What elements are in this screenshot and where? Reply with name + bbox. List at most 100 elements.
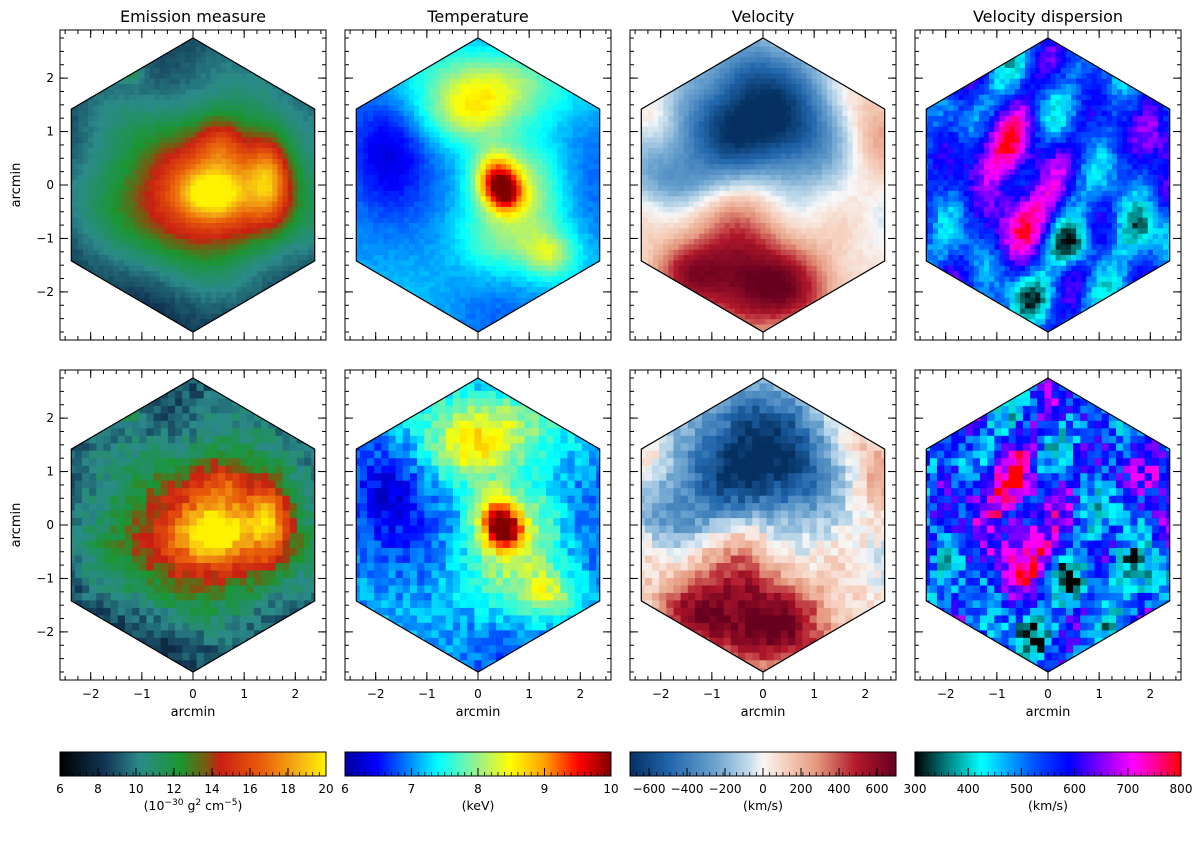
heatmap-cell: [236, 67, 243, 74]
heatmap-cell: [226, 38, 232, 42]
heatmap-cell: [292, 318, 299, 325]
heatmap-cell: [98, 302, 105, 309]
heatmap-cell: [139, 510, 148, 519]
heatmap-cell: [167, 510, 176, 519]
heatmap-cell: [225, 532, 233, 541]
heatmap-cell: [203, 637, 212, 646]
heatmap-cell: [262, 318, 268, 325]
heatmap-cell: [356, 72, 359, 79]
heatmap-cell: [89, 599, 97, 608]
heatmap-cell: [253, 584, 262, 593]
heatmap-cell: [182, 495, 191, 504]
heatmap-cell: [251, 115, 258, 122]
heatmap-cell: [313, 185, 315, 191]
heatmap-cell: [236, 179, 243, 186]
heatmap-cell: [268, 480, 276, 489]
heatmap-cell: [282, 539, 291, 549]
heatmap-cell: [77, 238, 84, 245]
heatmap-cell: [96, 435, 105, 444]
heatmap-cell: [134, 233, 140, 240]
heatmap-cell: [149, 83, 156, 90]
heatmap-cell: [93, 233, 99, 240]
heatmap-cell: [393, 243, 400, 250]
heatmap-cell: [77, 185, 84, 191]
heatmap-cell: [236, 147, 243, 154]
heatmap-cell: [226, 190, 232, 197]
heatmap-cell: [103, 94, 110, 101]
heatmap-cell: [123, 201, 130, 207]
heatmap-cell: [89, 397, 97, 406]
heatmap-cell: [356, 318, 359, 325]
heatmap-cell: [71, 168, 74, 175]
heatmap-cell: [83, 291, 89, 298]
heatmap-cell: [83, 227, 89, 234]
heatmap-cell: [118, 179, 125, 186]
heatmap-cell: [103, 201, 110, 207]
heatmap-cell: [185, 190, 192, 197]
heatmap-cell: [71, 211, 74, 218]
heatmap-cell: [83, 222, 89, 229]
heatmap-cell: [297, 67, 304, 74]
heatmap-cell: [296, 637, 305, 646]
heatmap-cell: [164, 249, 171, 256]
heatmap-cell: [110, 472, 119, 481]
heatmap-cell: [144, 104, 151, 111]
heatmap-cell: [282, 67, 289, 74]
heatmap-cell: [164, 329, 171, 332]
heatmap-cell: [195, 46, 202, 52]
heatmap-cell: [160, 614, 169, 623]
heatmap-cell: [262, 126, 268, 133]
heatmap-cell: [378, 40, 384, 47]
heatmap-cell: [373, 72, 379, 79]
heatmap-cell: [139, 502, 148, 511]
heatmap-cell: [236, 281, 243, 288]
heatmap-cell: [182, 397, 191, 406]
heatmap-cell: [308, 147, 314, 154]
heatmap-cell: [368, 323, 374, 330]
heatmap-cell: [311, 427, 315, 436]
heatmap-cell: [71, 94, 74, 101]
heatmap-cell: [124, 667, 133, 672]
heatmap-cell: [218, 465, 226, 474]
heatmap-cell: [96, 644, 105, 653]
heatmap-cell: [368, 142, 374, 149]
heatmap-cell: [110, 599, 119, 608]
heatmap-cell: [144, 158, 151, 165]
heatmap-cell: [72, 147, 79, 154]
heatmap-cell: [118, 62, 125, 69]
heatmap-cell: [383, 131, 390, 138]
heatmap-cell: [210, 142, 217, 149]
heatmap-cell: [149, 313, 156, 320]
heatmap-cell: [297, 104, 304, 111]
heatmap-cell: [169, 227, 176, 234]
heatmap-cell: [196, 472, 205, 481]
heatmap-cell: [175, 577, 183, 586]
heatmap-cell: [373, 40, 379, 47]
heatmap-cell: [196, 532, 205, 541]
heatmap-cell: [113, 131, 120, 138]
heatmap-cell: [103, 495, 112, 504]
heatmap-cell: [311, 554, 315, 564]
heatmap-cell: [159, 185, 166, 191]
heatmap-cell: [160, 487, 169, 496]
heatmap-cell: [96, 637, 105, 646]
heatmap-cell: [96, 532, 105, 541]
heatmap-cell: [129, 201, 135, 207]
heatmap-cell: [139, 168, 146, 175]
heatmap-cell: [218, 487, 226, 496]
heatmap-cell: [292, 126, 299, 133]
heatmap-cell: [398, 195, 405, 202]
heatmap-cell: [164, 291, 171, 298]
heatmap-cell: [71, 217, 74, 224]
heatmap-cell: [167, 487, 176, 496]
heatmap-cell: [164, 136, 171, 143]
heatmap-cell: [272, 286, 279, 293]
heatmap-cell: [218, 525, 226, 534]
heatmap-cell: [282, 243, 289, 250]
heatmap-cell: [383, 291, 390, 298]
panel-title-temp: Temperature: [426, 7, 528, 26]
heatmap-cell: [103, 450, 112, 459]
heatmap-cell: [393, 38, 400, 42]
y-tick-label: −1: [36, 571, 54, 585]
heatmap-cell: [167, 622, 176, 631]
